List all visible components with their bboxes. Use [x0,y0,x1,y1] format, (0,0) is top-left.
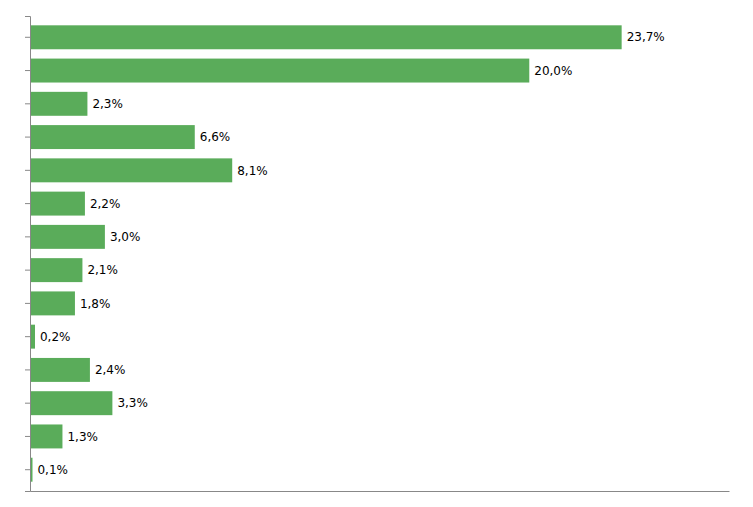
bar [30,291,75,315]
y-tick [25,103,30,104]
y-tick-mark [25,469,30,470]
y-tick-mark [25,170,30,171]
data-label: 0,1% [37,463,68,477]
data-labels: 23,7% 20,0% 2,3% 6,6% 8,1% 2,2% 3,0% 2,1% 1,8% 0,… [37,30,664,476]
data-label: 2,3% [92,97,123,111]
data-label: 23,7% [627,30,665,44]
y-tick [25,403,30,404]
bar [30,25,622,49]
data-label: 2,2% [90,197,121,211]
data-label: 0,2% [40,330,71,344]
bar [30,92,87,116]
plot-area: 23,7% 20,0% 2,3% 6,6% 8,1% 2,2% 3,0% 2,1% 1,8% 0,… [25,17,730,492]
y-tick [25,236,30,237]
y-tick-mark [25,203,30,204]
y-tick-mark [25,436,30,437]
y-tick [25,270,30,271]
y-tick [25,303,30,304]
y-tick [25,203,30,204]
y-tick-mark [25,70,30,71]
bar [30,424,62,448]
y-tick [25,336,30,337]
y-tick-mark [25,369,30,370]
y-tick-mark [25,403,30,404]
bars [30,25,622,481]
y-tick-mark [25,336,30,337]
y-tick [25,37,30,38]
y-axis-line [25,17,31,492]
data-label: 2,4% [95,363,126,377]
y-tick-mark [25,103,30,104]
y-tick [25,469,30,470]
bar [30,258,82,282]
data-label: 3,3% [117,396,148,410]
data-label: 1,8% [80,297,111,311]
y-tick [25,369,30,370]
bar [30,59,529,83]
y-tick-mark [25,37,30,38]
bar [30,358,90,382]
y-tick [25,436,30,437]
bar [30,391,112,415]
data-label: 1,3% [67,430,98,444]
x-axis-line [31,491,730,492]
data-label: 8,1% [237,164,267,178]
bar [30,158,232,182]
y-tick-mark [25,270,30,271]
x-axis [31,491,730,492]
chart-svg: 23,7% 20,0% 2,3% 6,6% 8,1% 2,2% 3,0% 2,1% 1,8% 0,… [0,0,753,507]
bar [30,125,195,149]
data-label: 20,0% [534,64,572,78]
data-label: 3,0% [110,230,140,244]
bar [30,225,105,249]
y-tick-mark [25,137,30,138]
y-tick [25,70,30,71]
y-axis [25,17,31,492]
y-tick [25,137,30,138]
data-label: 6,6% [200,130,231,144]
bar [30,192,85,216]
y-tick [25,170,30,171]
data-label: 2,1% [87,263,118,277]
y-tick-mark [25,236,30,237]
y-tick-mark [25,303,30,304]
chart-container: 23,7% 20,0% 2,3% 6,6% 8,1% 2,2% 3,0% 2,1% 1,8% 0,… [0,0,753,507]
